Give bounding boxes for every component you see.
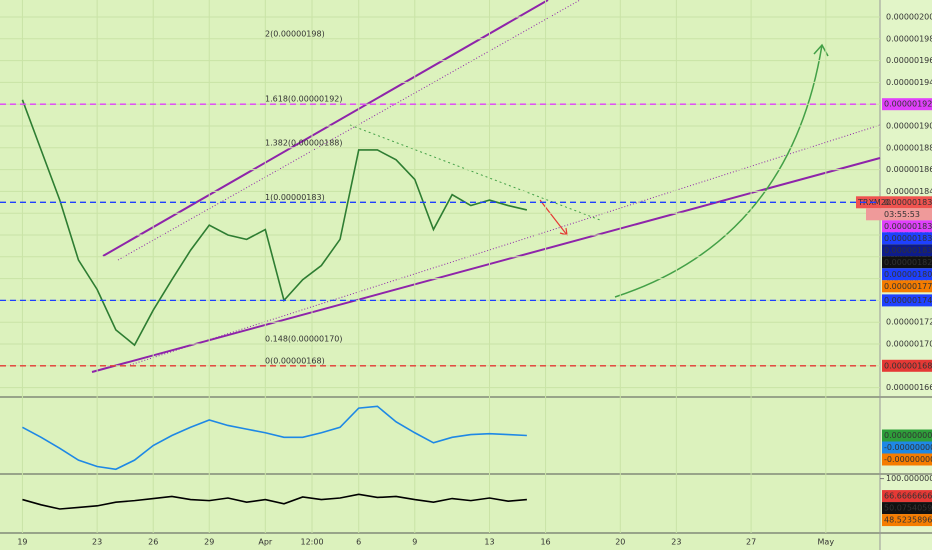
y-tick-label: 0.00000194 [886,78,932,87]
trend-line [91,157,881,373]
price-label: 0.00000183 [884,222,932,231]
price-label: 0.00000177 [884,282,932,291]
x-tick-label: May [818,538,835,547]
x-tick-label: 27 [746,538,756,547]
price-label-box [882,514,932,527]
price-label: 0.00000183 [884,234,932,243]
price-label: 0.00000183 [884,246,932,255]
price-label: 0.00000168 [884,361,932,370]
price-label: 66.66666667 [884,492,932,501]
price-label: 50.07540590 [884,504,932,513]
x-tick-label: 26 [148,538,158,547]
price-label: 0.00000182 [884,258,932,267]
price-label: -0.00000000 [884,455,932,464]
price-label: 0.00000180 [884,270,932,279]
y-tick-label: 0.00000172 [886,318,932,327]
price-label: 0.00000192 [884,100,932,109]
y-tick-label: 0.00000200 [886,13,932,22]
y-tick-label: 0.00000184 [886,187,932,196]
price-label-box [882,453,932,466]
x-tick-label: 29 [204,538,214,547]
x-tick-label: 20 [615,538,625,547]
price-label-box [882,256,932,269]
series-line [21,99,528,347]
price-label-box [882,294,932,307]
x-tick-label: 23 [92,538,102,547]
series-line [22,405,527,471]
x-tick-label: 9 [412,538,417,547]
y-tick-label: 100.00000000 [886,474,932,483]
trend-line [129,124,881,366]
price-label: 0.00000174 [884,296,932,305]
y-tick-label: 0.00000186 [886,165,932,174]
fib-label: 1.382(0.00000188) [265,138,343,147]
price-label: 48.52358962 [884,516,932,525]
forecast-arrow [614,44,823,298]
y-tick-label: 0.00000196 [886,56,932,65]
fib-label: 2(0.00000198) [265,29,325,38]
y-tick-label: 0.00000166 [886,383,932,392]
price-label: 0.00000183 [884,198,932,207]
price-label: 0.00000000 [884,431,932,440]
price-label-box [856,196,932,209]
price-label-box [882,244,932,257]
x-tick-label: 19 [17,538,27,547]
fib-label: 1(0.00000183) [265,193,325,202]
x-tick-label: 12:00 [300,538,323,547]
price-label-box [882,359,932,372]
price-label-box [882,490,932,503]
fib-label: 1.618(0.00000192) [265,95,343,104]
x-tick-label: 13 [484,538,494,547]
fib-label: 0.148(0.00000170) [265,334,343,343]
price-label-box [882,441,932,454]
trend-line [117,0,581,261]
price-label-box [882,280,932,293]
price-label-box [882,268,932,281]
countdown: 03:55:53 [884,210,920,219]
x-tick-label: 6 [356,538,361,547]
price-label-box [882,220,932,233]
countdown-box [866,208,932,221]
y-tick-label: 0.00000190 [886,121,932,130]
price-label-box [882,429,932,442]
series-line [22,493,527,510]
y-tick-label: 0.00000198 [886,34,932,43]
x-tick-label: Apr [258,538,273,547]
price-label-box [882,98,932,111]
price-label-box [882,502,932,515]
price-label: -0.00000000 [884,443,932,452]
y-tick-label: 0.00000170 [886,339,932,348]
price-label-box [882,232,932,245]
fib-label: 0(0.00000168) [265,356,325,365]
y-tick-label: 0.00000188 [886,143,932,152]
x-tick-label: 16 [540,538,550,547]
x-tick-label: 23 [671,538,681,547]
